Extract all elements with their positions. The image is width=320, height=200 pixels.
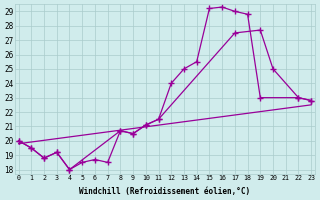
- X-axis label: Windchill (Refroidissement éolien,°C): Windchill (Refroidissement éolien,°C): [79, 187, 251, 196]
